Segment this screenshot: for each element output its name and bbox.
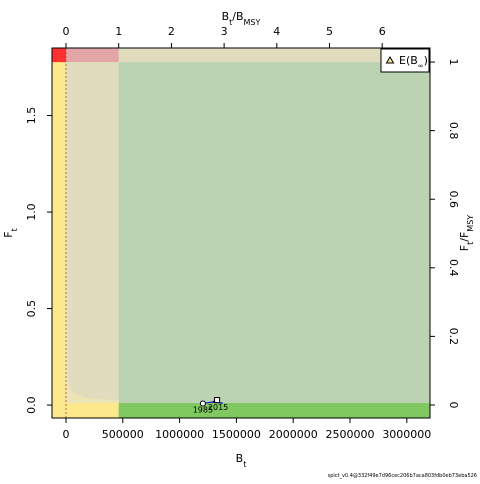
y2-axis-label-part: MSY [466, 215, 475, 232]
region [118, 403, 430, 418]
x-tick-label: 1000000 [155, 428, 204, 441]
y2-axis-label-part: F [458, 245, 471, 251]
y2-tick-label: 1 [447, 59, 460, 66]
x2-axis-label-part: /B [232, 10, 243, 23]
y2-axis-label: Ft/FMSY [458, 215, 475, 251]
y2-tick-label: 0.8 [447, 122, 460, 140]
x2-tick-label: 6 [379, 25, 386, 38]
legend-box [380, 48, 430, 73]
legend-label-part: ∞ [418, 62, 424, 70]
x2-tick-label: 2 [168, 25, 175, 38]
y2-tick-label: 0 [447, 401, 460, 408]
y-tick-label: 0.5 [25, 300, 38, 318]
region [52, 403, 119, 418]
x-tick-label: 0 [62, 428, 69, 441]
y-tick-label: 1.0 [25, 203, 38, 221]
annotation: 2015 [208, 403, 228, 412]
annotation: 1985 [193, 406, 213, 415]
x2-tick-label: 5 [326, 25, 333, 38]
x-tick-label: 2000000 [269, 428, 318, 441]
x2-tick-label: 0 [63, 25, 70, 38]
x-tick-label: 3000000 [382, 428, 431, 441]
y2-axis-label-part: /F [458, 232, 471, 242]
x-axis-label: Bt [236, 452, 247, 469]
end-point [214, 397, 221, 404]
region [52, 48, 66, 63]
region [65, 62, 119, 418]
x2-tick-label: 3 [221, 25, 228, 38]
y2-axis-label-part: t [466, 242, 475, 245]
y-axis-label-part: t [10, 228, 19, 231]
legend-label: E(B∞) [399, 54, 428, 70]
region [52, 62, 66, 418]
x2-axis-label-part: B [222, 10, 230, 23]
legend-marker [385, 56, 395, 64]
x2-axis-label: Bt/BMSY [222, 10, 261, 27]
x-axis-label-part: t [243, 460, 246, 469]
start-point [199, 400, 206, 407]
x-axis-label-part: B [236, 452, 244, 465]
y2-tick-label: 0.2 [447, 328, 460, 346]
legend-label-part: E(B [399, 54, 418, 67]
legend-label-part: ) [424, 54, 428, 67]
y-tick-label: 0.0 [25, 396, 38, 414]
y2-tick-label: 0.4 [447, 259, 460, 277]
regions [52, 48, 430, 418]
y-tick-label: 1.5 [25, 107, 38, 125]
region [65, 48, 119, 63]
x2-axis-label-part: MSY [244, 18, 261, 27]
footnote: spict_v0.4@332f49e7d96cec206b7aca803fdb0… [328, 473, 477, 479]
x-tick-label: 2500000 [326, 428, 375, 441]
y-axis-label: Ft [2, 228, 19, 237]
x2-tick-label: 4 [273, 25, 280, 38]
x2-tick-label: 1 [115, 25, 122, 38]
x-tick-label: 1500000 [212, 428, 261, 441]
plot-frame [51, 47, 431, 419]
x-tick-label: 500000 [102, 428, 144, 441]
region [118, 48, 430, 63]
x2-axis-label-part: t [229, 18, 232, 27]
y2-tick-label: 0.6 [447, 190, 460, 208]
y-axis-label-part: F [2, 231, 15, 237]
